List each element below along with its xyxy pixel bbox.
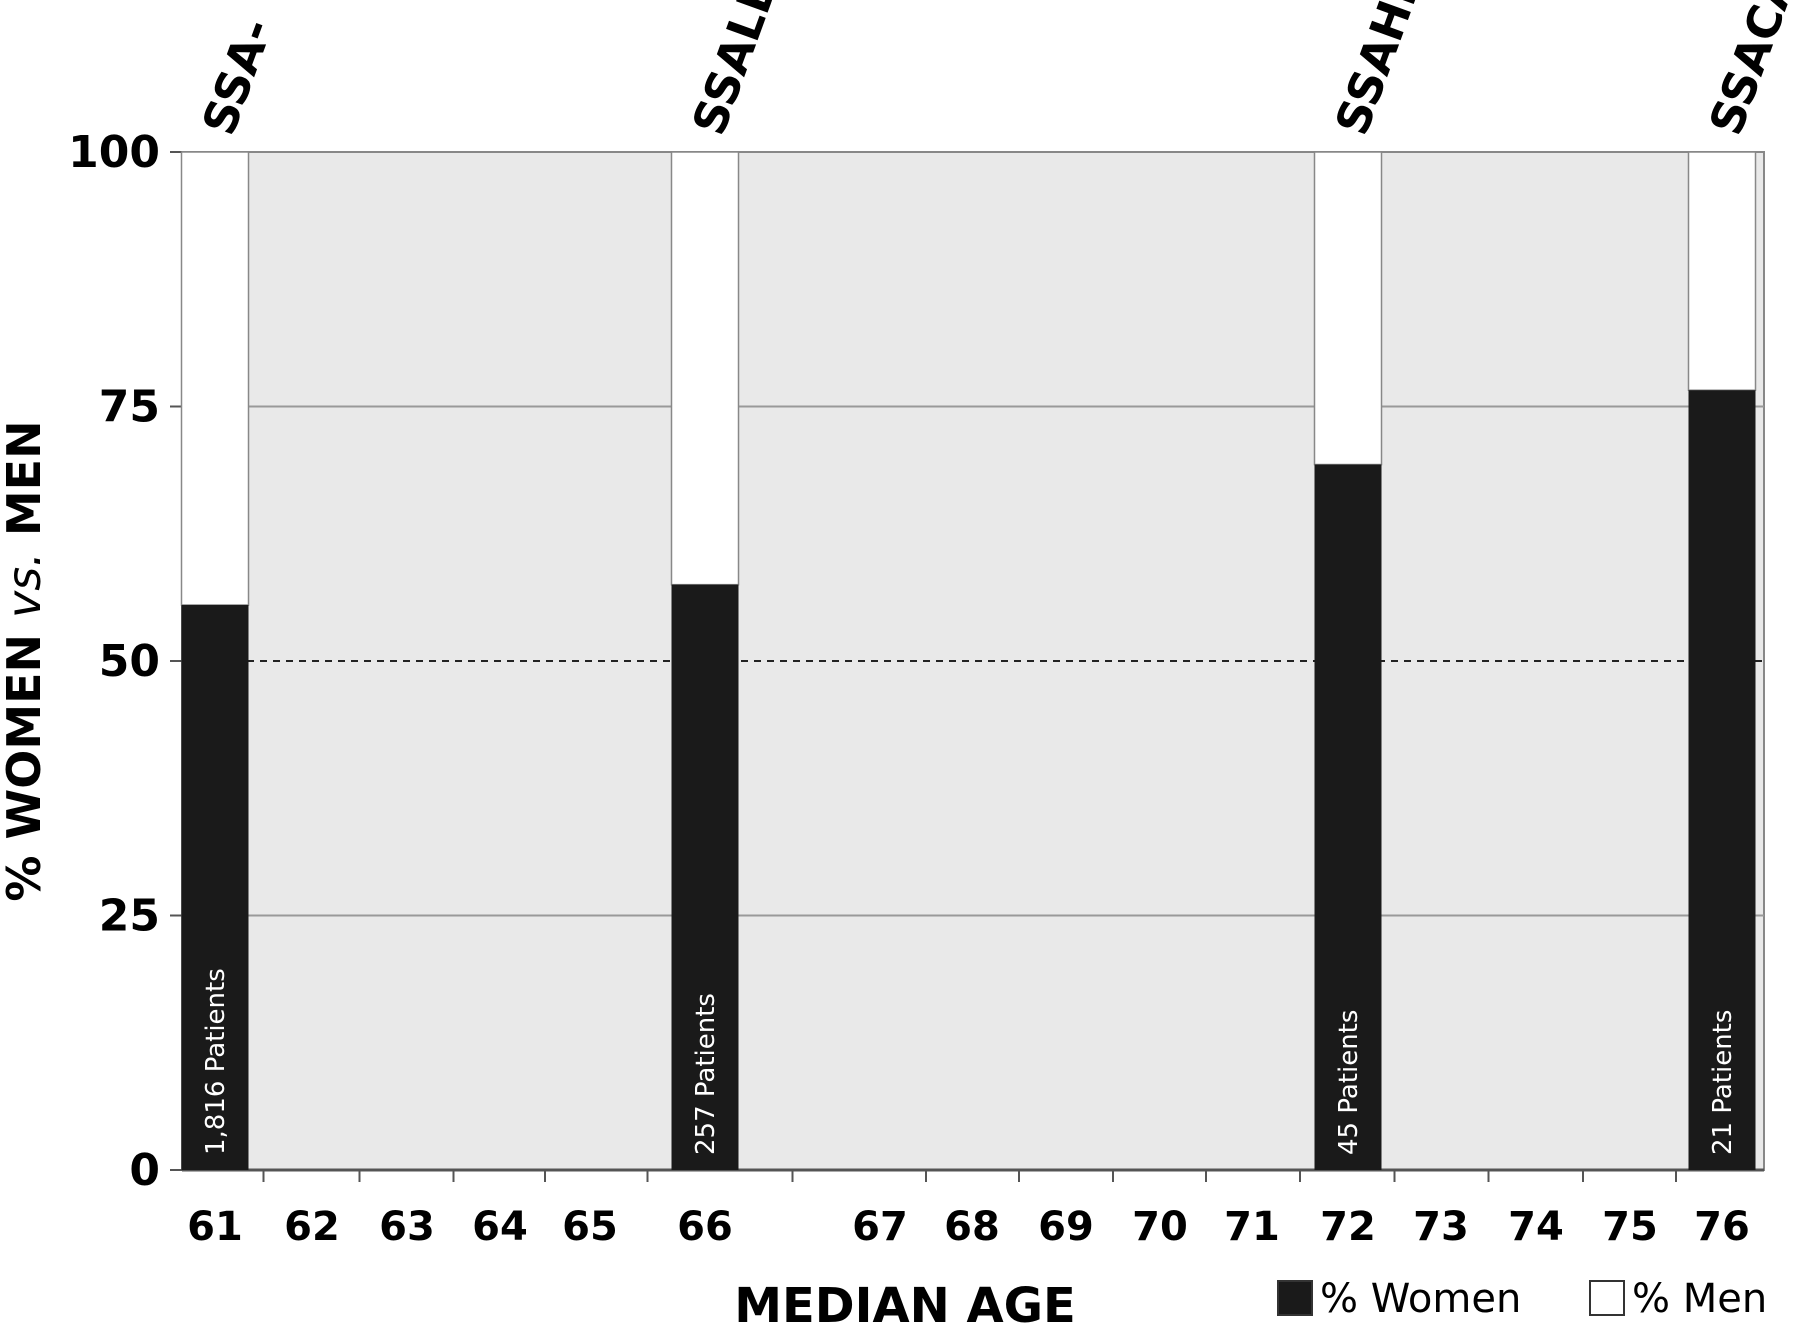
x-tick-label: 75: [1602, 1204, 1658, 1250]
y-axis-title-part: vs.: [0, 552, 51, 618]
y-axis-title-part: % WOMEN: [0, 618, 51, 902]
x-tick-label: 64: [472, 1204, 528, 1250]
bar-women-ssaca: [1688, 390, 1756, 1170]
x-tick-label: 68: [944, 1204, 1000, 1250]
category-label: SSAHD: [1325, 0, 1436, 142]
y-axis-title-part: MEN: [0, 420, 51, 552]
y-axis-title: % WOMEN vs. MEN: [0, 420, 51, 901]
patients-label: 257 Patients: [691, 993, 721, 1155]
x-tick-label: 62: [284, 1204, 340, 1250]
x-tick-label: 76: [1694, 1204, 1750, 1250]
x-tick-label: 65: [562, 1204, 618, 1250]
legend-swatch-women: [1277, 1280, 1313, 1316]
patients-label: 1,816 Patients: [201, 968, 231, 1155]
x-tick-label: 70: [1132, 1204, 1188, 1250]
patients-label: 45 Patients: [1334, 1010, 1364, 1155]
legend-label-women: % Women: [1320, 1276, 1521, 1322]
x-tick-label: 61: [187, 1204, 243, 1250]
y-tick-label: 75: [99, 382, 160, 433]
legend-swatch-men: [1589, 1280, 1625, 1316]
bar-men-ssald: [670, 151, 740, 586]
x-tick-label: 69: [1038, 1204, 1094, 1250]
bar-men-ssaca: [1687, 151, 1757, 391]
category-label: SSALD: [682, 0, 790, 142]
x-tick-label: 73: [1413, 1204, 1469, 1250]
bar-women-ssald: [671, 584, 739, 1170]
y-tick-label: 50: [99, 636, 160, 687]
x-tick-label: 71: [1224, 1204, 1280, 1250]
x-tick-label: 72: [1320, 1204, 1376, 1250]
x-axis-title: MEDIAN AGE: [734, 1278, 1076, 1332]
y-tick-label: 0: [129, 1145, 160, 1196]
x-tick-label: 63: [379, 1204, 435, 1250]
legend-label-men: % Men: [1632, 1276, 1767, 1322]
x-tick-label: 67: [852, 1204, 908, 1250]
bar-men-ssahd: [1313, 151, 1383, 466]
x-tick-label: 74: [1508, 1204, 1564, 1250]
y-tick-label: 100: [68, 127, 160, 178]
category-label: SSACA: [1699, 0, 1800, 142]
bar-men-ssa: [180, 151, 250, 606]
category-label: SSA-: [192, 12, 283, 142]
patients-label: 21 Patients: [1708, 1010, 1738, 1155]
bar-women-ssahd: [1314, 464, 1382, 1170]
bar-women-ssa: [181, 605, 249, 1170]
x-tick-label: 66: [677, 1204, 733, 1250]
y-tick-label: 25: [99, 891, 160, 942]
